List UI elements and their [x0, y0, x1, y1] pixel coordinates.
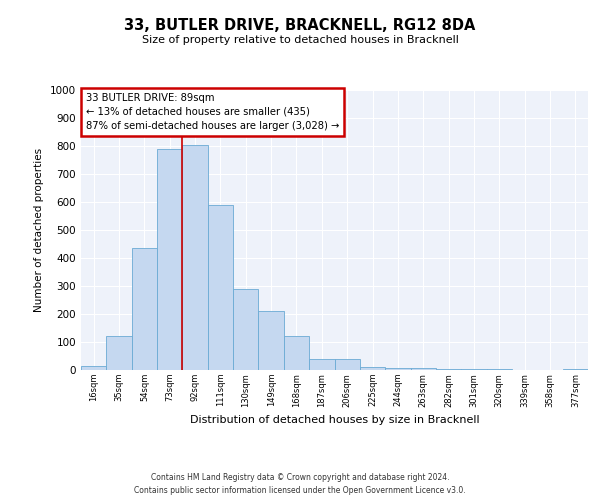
Text: Size of property relative to detached houses in Bracknell: Size of property relative to detached ho…: [142, 35, 458, 45]
Bar: [208, 205, 233, 370]
Bar: [563, 368, 588, 370]
Bar: [309, 359, 335, 370]
Bar: [233, 289, 259, 370]
Bar: [182, 144, 208, 370]
Bar: [410, 368, 436, 370]
Bar: [259, 311, 284, 370]
Bar: [132, 248, 157, 370]
Bar: [385, 368, 410, 370]
Bar: [335, 359, 360, 370]
Text: 33, BUTLER DRIVE, BRACKNELL, RG12 8DA: 33, BUTLER DRIVE, BRACKNELL, RG12 8DA: [124, 18, 476, 32]
Y-axis label: Number of detached properties: Number of detached properties: [34, 148, 44, 312]
X-axis label: Distribution of detached houses by size in Bracknell: Distribution of detached houses by size …: [190, 415, 479, 425]
Bar: [461, 368, 487, 370]
Bar: [360, 367, 385, 370]
Bar: [157, 149, 182, 370]
Bar: [284, 336, 309, 370]
Bar: [81, 366, 106, 370]
Bar: [106, 336, 132, 370]
Text: 33 BUTLER DRIVE: 89sqm
← 13% of detached houses are smaller (435)
87% of semi-de: 33 BUTLER DRIVE: 89sqm ← 13% of detached…: [86, 93, 340, 131]
Text: Contains HM Land Registry data © Crown copyright and database right 2024.
Contai: Contains HM Land Registry data © Crown c…: [134, 473, 466, 495]
